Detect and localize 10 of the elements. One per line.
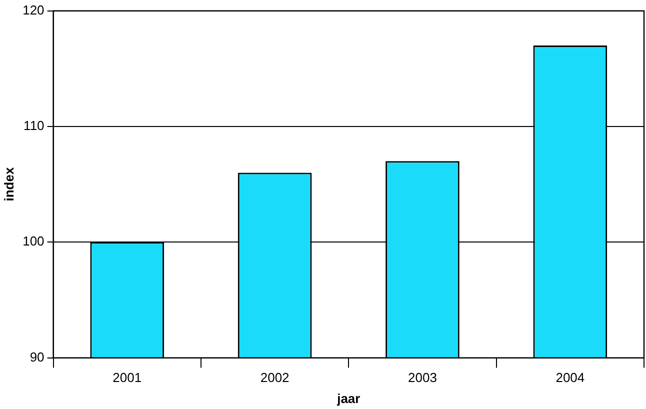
y-tick-label: 90 [30,349,44,364]
x-tick-label: 2002 [260,370,290,386]
x-tick-label: 2001 [112,370,142,386]
x-tick-label: 2004 [556,370,585,386]
y-axis-title: index [1,166,16,202]
x-axis-title: jaar [336,390,360,406]
y-tick-label: 110 [24,118,44,134]
y-tick-label: 100 [22,234,44,249]
x-tick-label: 2003 [408,370,437,386]
y-tick-label: 120 [22,2,44,18]
